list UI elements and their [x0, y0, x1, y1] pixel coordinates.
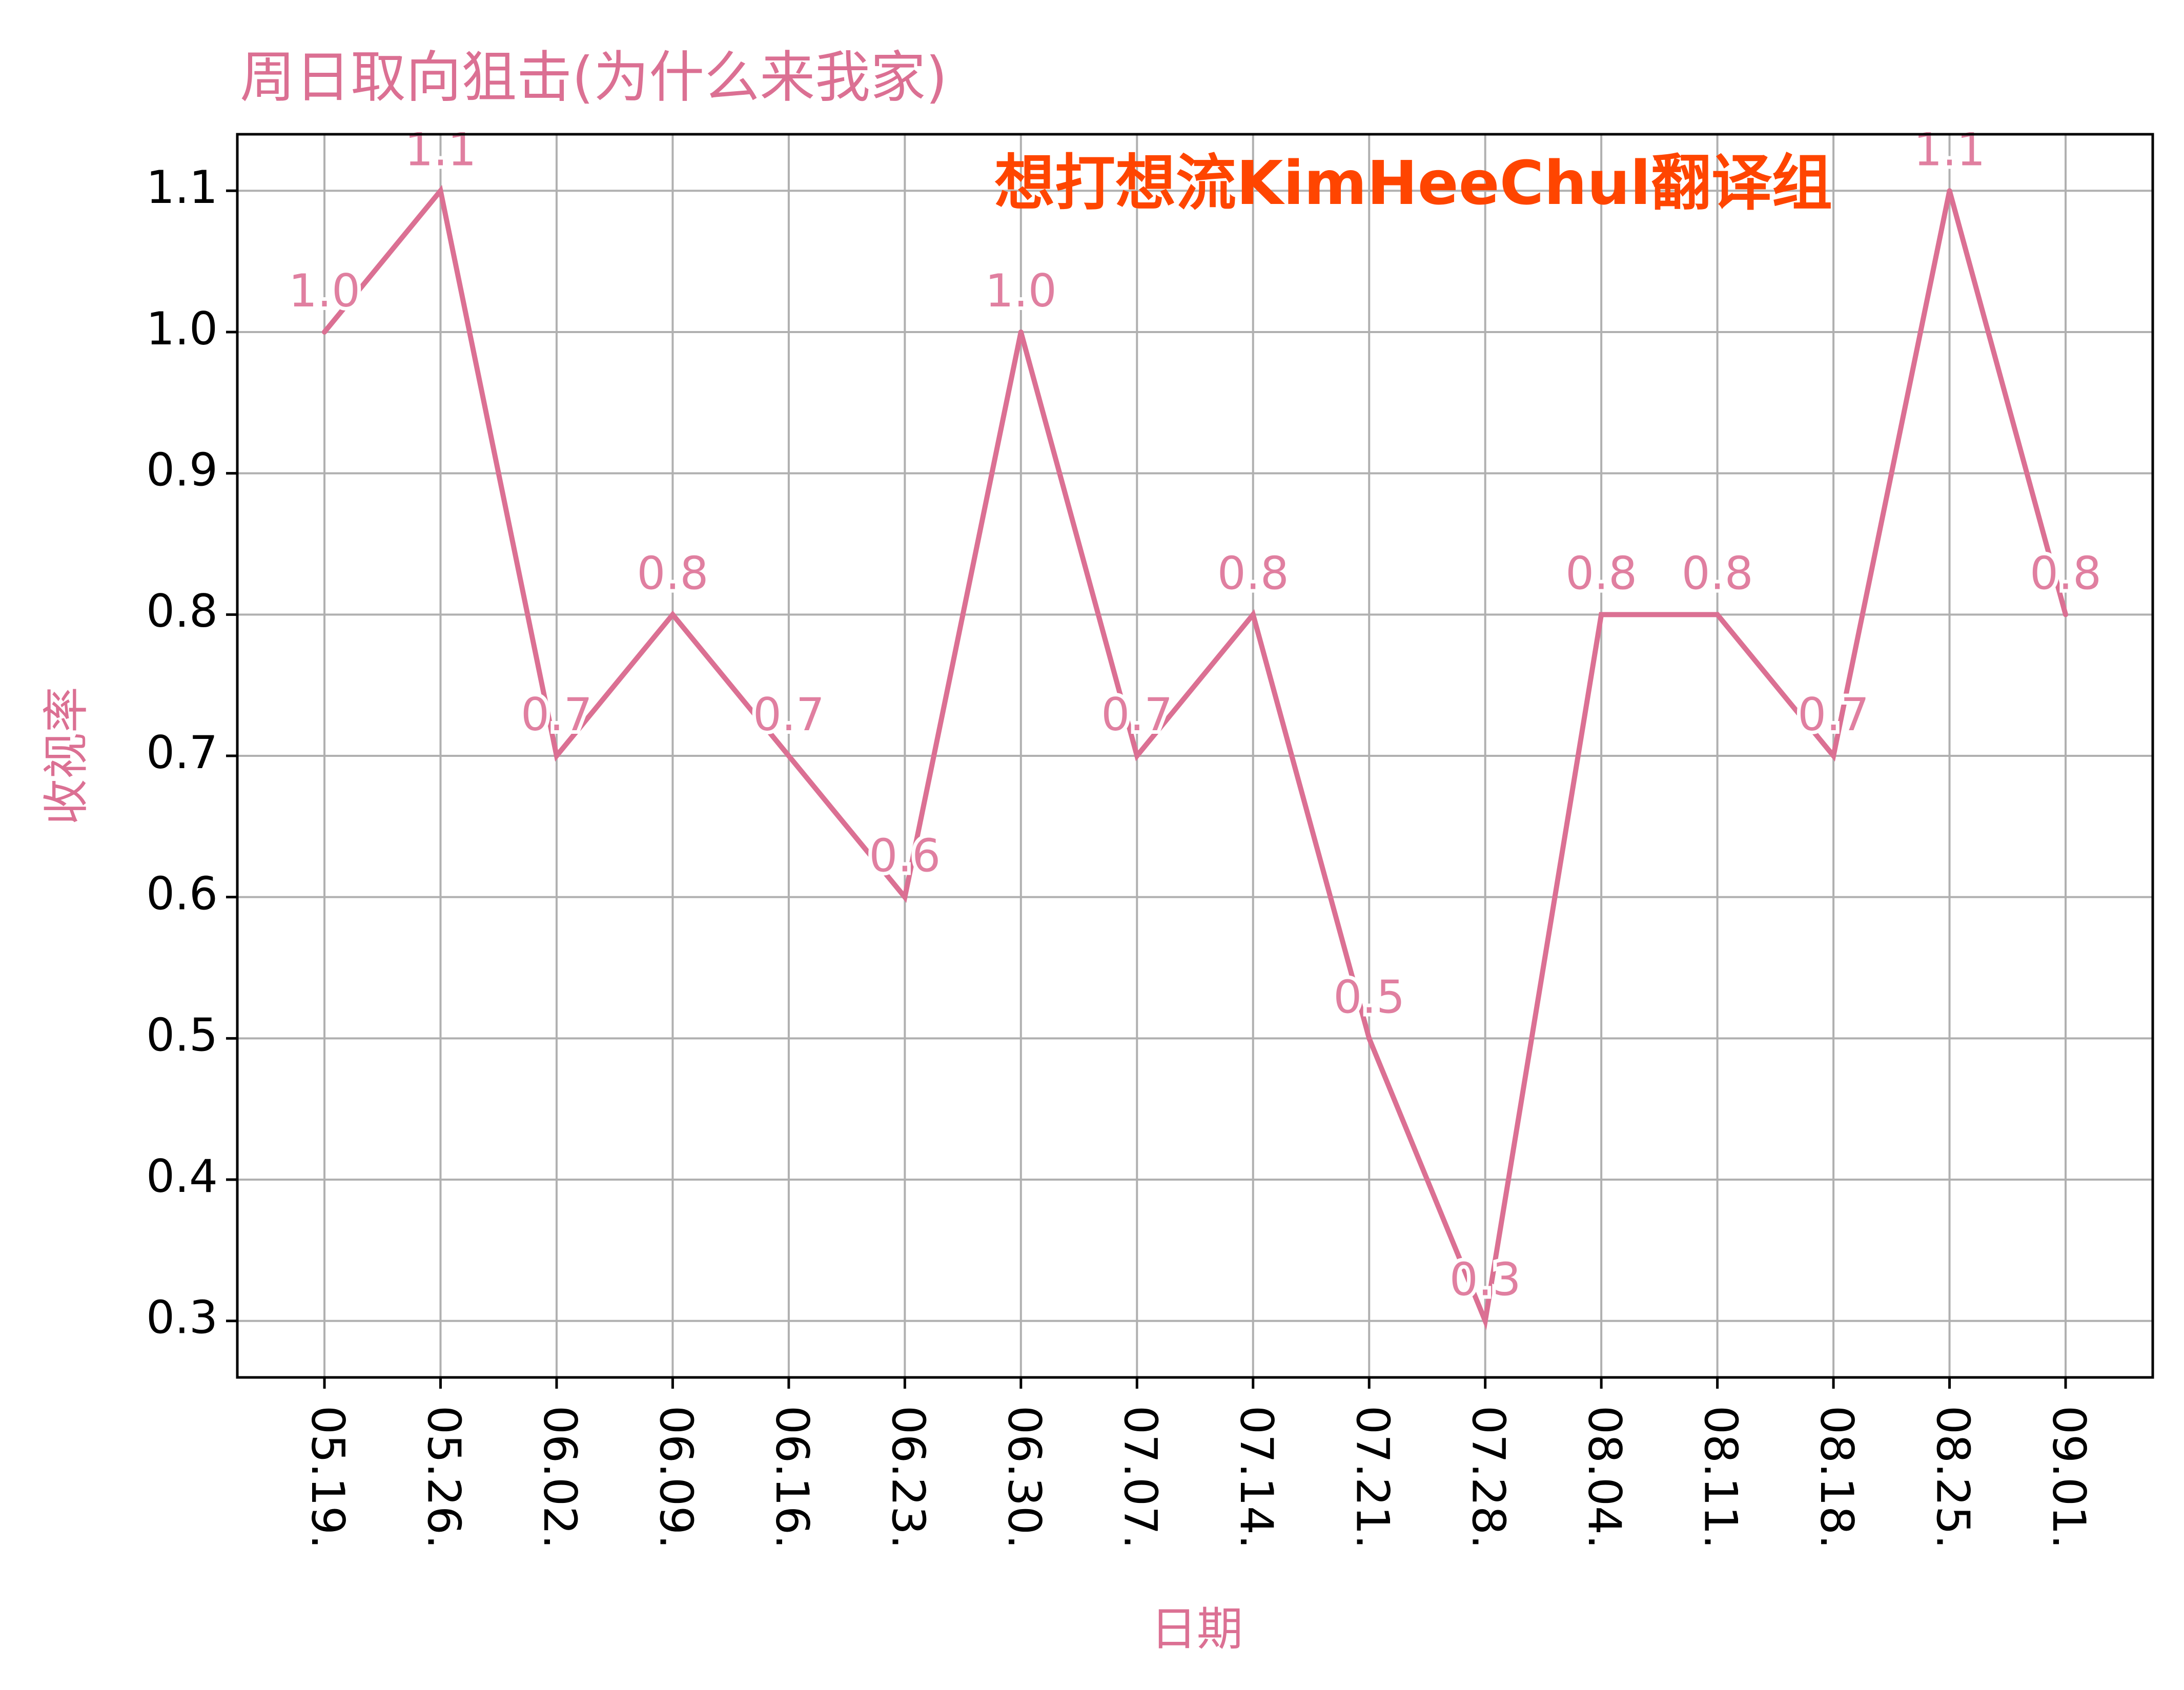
x-tick-label: 08.18. [1810, 1406, 1863, 1549]
data-label: 0.8 [637, 547, 708, 600]
data-point [322, 329, 327, 335]
y-axis-label: 收视率 [39, 687, 93, 825]
y-tick-label: 1.1 [146, 161, 218, 214]
x-tick-label: 06.16. [766, 1406, 819, 1549]
x-tick-label: 06.02. [534, 1406, 586, 1549]
x-tick-label: 06.23. [882, 1406, 934, 1549]
axis-ticks: 05.19. 05.26. 06.02. 06.09. 06.16. 06.23. 06.3… [146, 161, 2095, 1549]
y-tick-label: 0.5 [146, 1008, 218, 1061]
x-tick-label: 05.19. [301, 1406, 354, 1549]
x-tick-label: 07.07. [1114, 1406, 1167, 1549]
data-label: 0.5 [1333, 971, 1405, 1023]
data-label: 0.7 [1798, 688, 1869, 741]
data-point [1134, 753, 1140, 758]
x-axis-label: 日期 [1151, 1602, 1243, 1656]
data-point [2063, 612, 2068, 617]
data-point [902, 894, 908, 900]
data-label: 0.7 [521, 688, 593, 741]
data-point [1482, 1318, 1488, 1324]
data-point [1599, 612, 1604, 617]
x-tick-label: 08.04. [1578, 1406, 1631, 1549]
data-label: 0.6 [869, 830, 941, 882]
data-point [554, 753, 559, 758]
data-label: 1.0 [289, 264, 360, 317]
watermark-text: 想打想流KimHeeChul翻译组 [994, 148, 1832, 218]
data-point [1018, 329, 1024, 335]
data-point [1831, 753, 1836, 758]
x-tick-label: 07.14. [1230, 1406, 1283, 1549]
y-tick-label: 0.6 [146, 868, 218, 920]
data-point [1250, 612, 1256, 617]
y-tick-label: 0.3 [146, 1291, 218, 1344]
data-point [670, 612, 676, 617]
chart-title: 周日取向狙击(为什么来我家) [240, 46, 947, 110]
data-label: 0.3 [1450, 1253, 1521, 1306]
y-tick-label: 0.4 [146, 1150, 218, 1203]
x-tick-label: 06.30. [998, 1406, 1051, 1549]
data-point [1366, 1036, 1372, 1041]
data-label: 1.1 [404, 123, 476, 176]
y-tick-label: 0.7 [146, 726, 218, 779]
y-tick-label: 0.8 [146, 585, 218, 637]
grid-lines [237, 134, 2153, 1377]
series-line-layer [322, 185, 2068, 1330]
x-tick-label: 08.11. [1695, 1406, 1747, 1549]
data-point [1947, 188, 1952, 194]
data-point [438, 188, 443, 194]
data-point [786, 753, 791, 758]
x-tick-label: 07.28. [1462, 1406, 1515, 1549]
data-point [1714, 612, 1720, 617]
series-line [322, 185, 2068, 1330]
data-label: 0.8 [1565, 547, 1637, 600]
data-label: 0.7 [1101, 688, 1173, 741]
x-tick-label: 08.25. [1927, 1406, 1979, 1549]
x-tick-label: 05.26. [418, 1406, 471, 1549]
data-label: 0.8 [2030, 547, 2101, 600]
y-tick-label: 1.0 [146, 302, 218, 355]
data-label: 1.0 [985, 264, 1057, 317]
data-label: 0.7 [753, 688, 825, 741]
data-label: 0.8 [1682, 547, 1753, 600]
data-label: 1.1 [1914, 123, 1986, 176]
data-label-layer: 1.0 1.1 0.7 0.8 0.7 0.6 1.0 0.7 0.8 0.5 0.3 0.8 0.8 0… [285, 119, 2105, 1309]
data-label: 0.8 [1217, 547, 1289, 600]
x-tick-label: 09.01. [2043, 1406, 2095, 1549]
x-tick-label: 06.09. [649, 1406, 702, 1549]
y-tick-label: 0.9 [146, 444, 218, 497]
x-tick-label: 07.21. [1346, 1406, 1399, 1549]
